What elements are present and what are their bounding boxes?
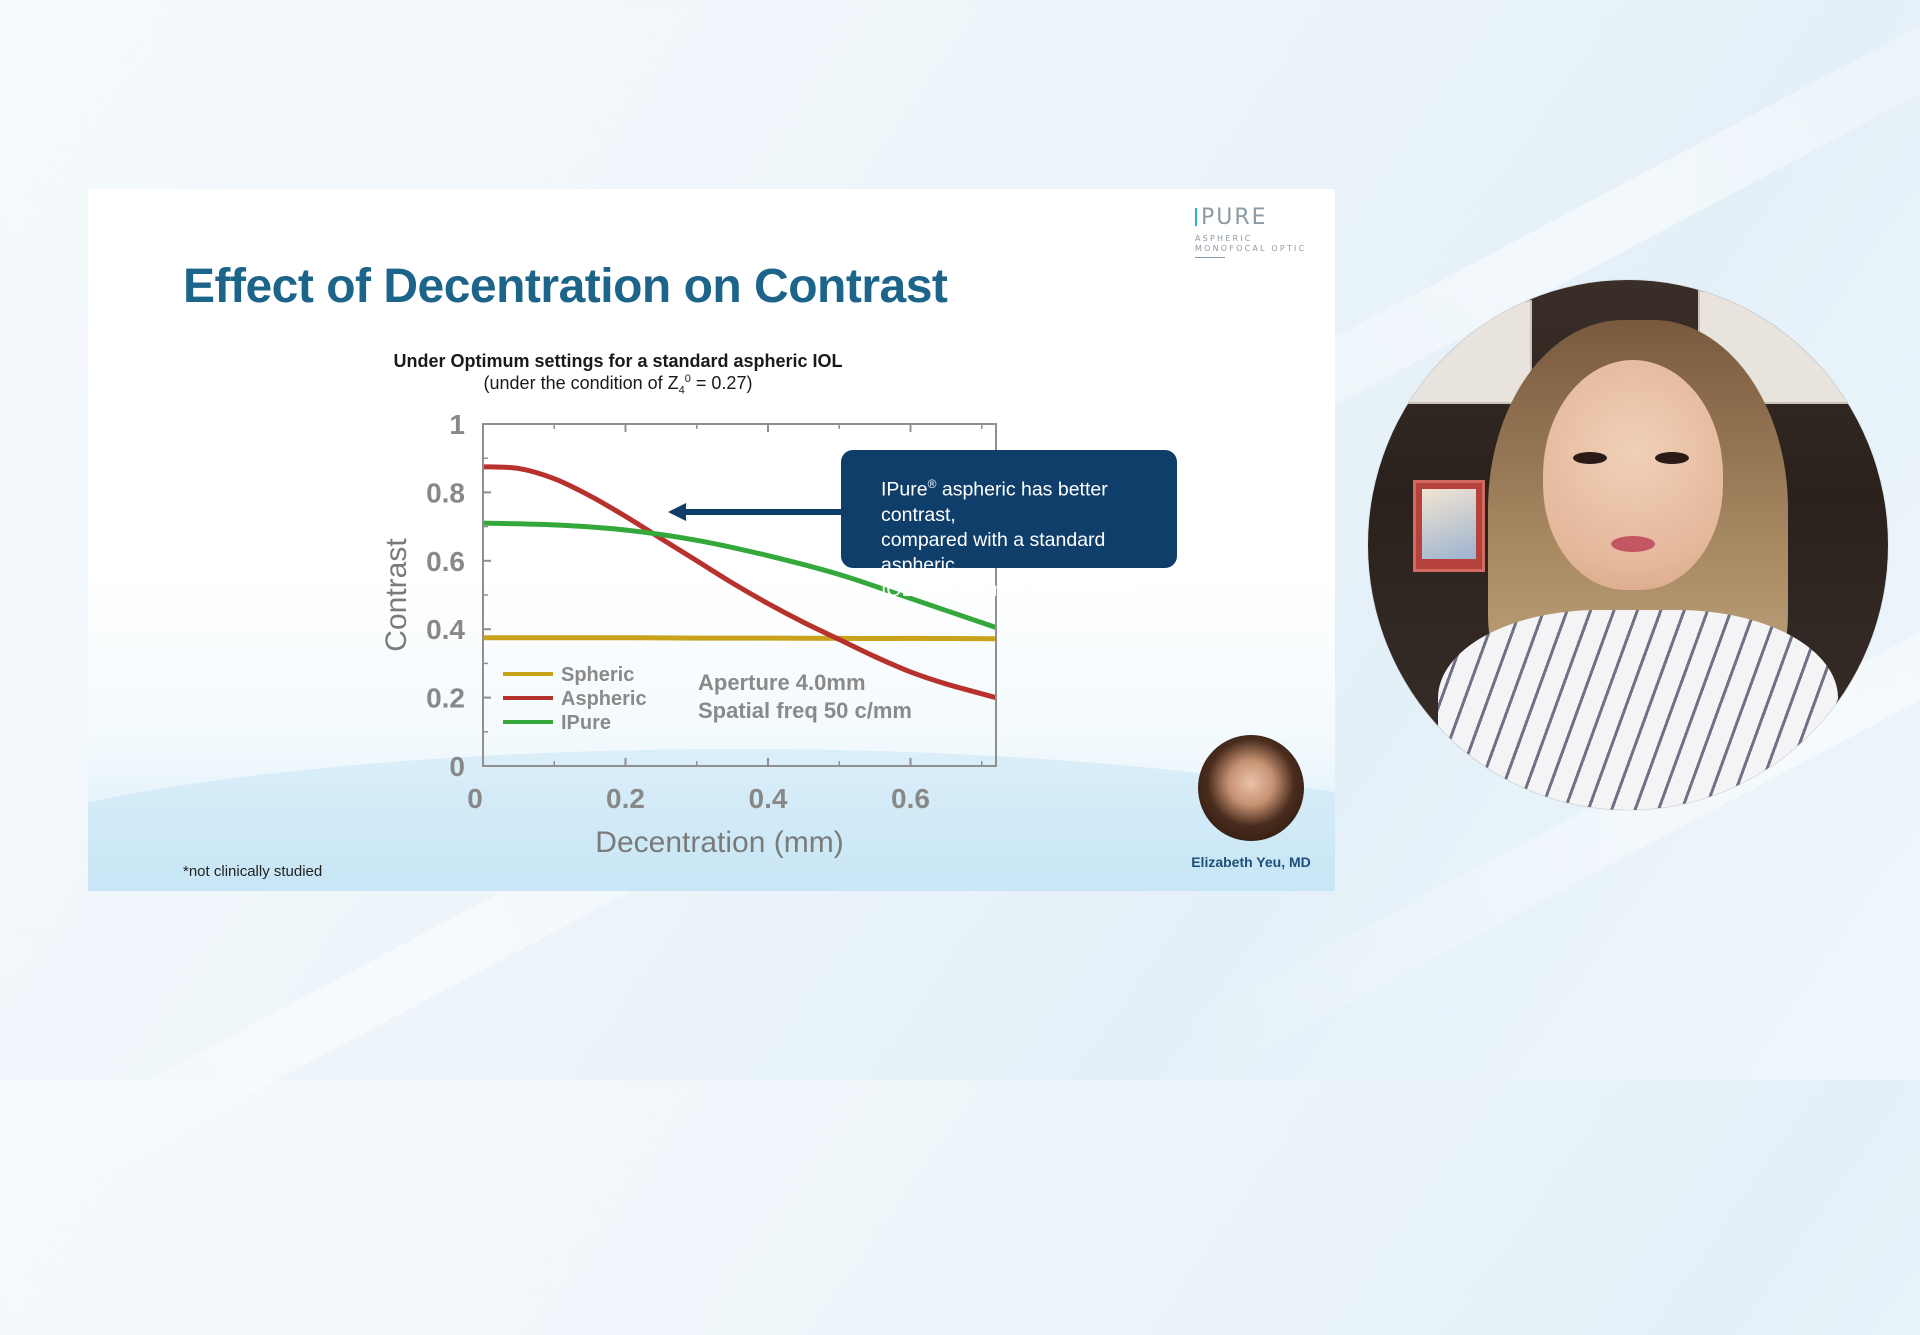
plot-frame <box>482 423 997 767</box>
legend-label-ipure: IPure <box>561 712 611 734</box>
slide-title: Effect of Decentration on Contrast <box>183 260 948 313</box>
chart-title: Under Optimum settings for a standard as… <box>393 351 843 371</box>
y-tick-label: 1 <box>449 409 465 440</box>
chart-annotation-aperture: Aperture 4.0mm <box>698 670 866 695</box>
slide-background-swoosh <box>88 749 1335 891</box>
presenter-name: Elizabeth Yeu, MD <box>1191 854 1311 870</box>
presenter-blouse <box>1438 610 1838 810</box>
series-line-aspheric <box>482 464 997 701</box>
callout-box: IPure® aspheric has better contrast, com… <box>841 450 1177 601</box>
background-picture-frame <box>1413 480 1485 572</box>
series-line-ipure <box>482 520 997 630</box>
ipure-logo: PURE ASPHERIC MONOFOCAL OPTIC <box>1195 205 1315 258</box>
y-axis-title: Contrast <box>380 538 413 652</box>
y-tick-label: 0.8 <box>426 477 465 508</box>
y-tick-label: 0.2 <box>426 683 465 714</box>
legend-label-aspheric: Aspheric <box>561 688 647 710</box>
y-tick-label: 0 <box>449 751 465 782</box>
chart-annotation-spatial-freq: Spatial freq 50 c/mm <box>698 698 912 723</box>
series-line-spheric <box>483 635 997 642</box>
contrast-line-chart: 0 0.2 0.4 0.6 0.8 1 0 0.2 0.4 0.6 Decentration (m… <box>380 409 997 859</box>
y-tick-label: 0.4 <box>426 614 465 645</box>
x-axis-title: Decentration (mm) <box>595 826 843 859</box>
chart-subtitle: (under the condition of Z40 = 0.27) <box>483 373 753 397</box>
presenter-face <box>1543 360 1723 590</box>
presentation-slide: PURE ASPHERIC MONOFOCAL OPTIC Effect of … <box>88 189 1335 891</box>
x-tick-label: 0.4 <box>749 783 788 814</box>
footnote: *not clinically studied <box>183 863 323 880</box>
x-tick-label: 0.6 <box>891 783 930 814</box>
x-tick-label: 0.2 <box>606 783 645 814</box>
y-tick-label: 0.6 <box>426 546 465 577</box>
presenter-avatar <box>1198 735 1304 841</box>
legend-label-spheric: Spheric <box>561 664 634 686</box>
callout-arrow-head <box>668 503 686 521</box>
presenter-webcam-video[interactable] <box>1368 280 1888 810</box>
background-cabinet <box>1408 300 1532 404</box>
x-tick-label: 0 <box>467 783 483 814</box>
